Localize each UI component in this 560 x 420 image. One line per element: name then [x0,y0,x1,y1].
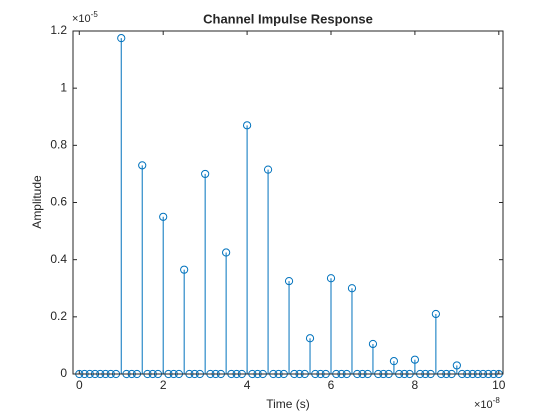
stem-marker [431,309,440,319]
x-tick-label: 2 [160,378,167,392]
stem-marker [284,277,294,286]
exponent-base: ×10 [72,13,91,25]
stem-marker [305,334,315,343]
x-exponent: ×10-8 [474,396,500,411]
y-tick-label: 0.6 [50,195,67,209]
axes-box [72,30,504,375]
stem-marker [452,361,461,370]
stem-marker [410,355,420,364]
x-tick-label: 10 [492,378,506,392]
stem-marker [117,34,126,43]
exponent-power: -8 [493,396,501,405]
y-tick-label: 0.2 [50,309,67,323]
y-tick-label: 0 [60,366,67,380]
exponent-power: -5 [91,10,99,19]
stem-marker [242,121,252,130]
exponent-base: ×10 [474,399,493,411]
stem-marker [201,169,210,179]
x-tick-label: 0 [76,378,83,392]
y-exponent: ×10-5 [72,10,98,25]
chart-title: Channel Impulse Response [203,11,373,26]
stem-marker [263,165,273,174]
stem-marker [180,265,189,274]
y-tick-label: 1 [60,80,67,94]
stem-marker [326,274,336,283]
y-tick-label: 0.8 [50,138,67,152]
x-tick-label: 4 [244,378,251,392]
y-axis-label: Amplitude [30,175,44,229]
y-tick-label: 0.4 [50,252,67,266]
stem-marker [368,339,378,349]
stem-marker [159,212,168,221]
stem-marker [389,357,399,366]
stem-marker [222,248,231,257]
x-axis-label: Time (s) [266,397,310,411]
y-tick-label: 1.2 [50,23,67,37]
stem-marker [138,161,147,170]
stem-marker [347,284,357,293]
x-tick-label: 6 [328,378,335,392]
x-tick-label: 8 [412,378,419,392]
